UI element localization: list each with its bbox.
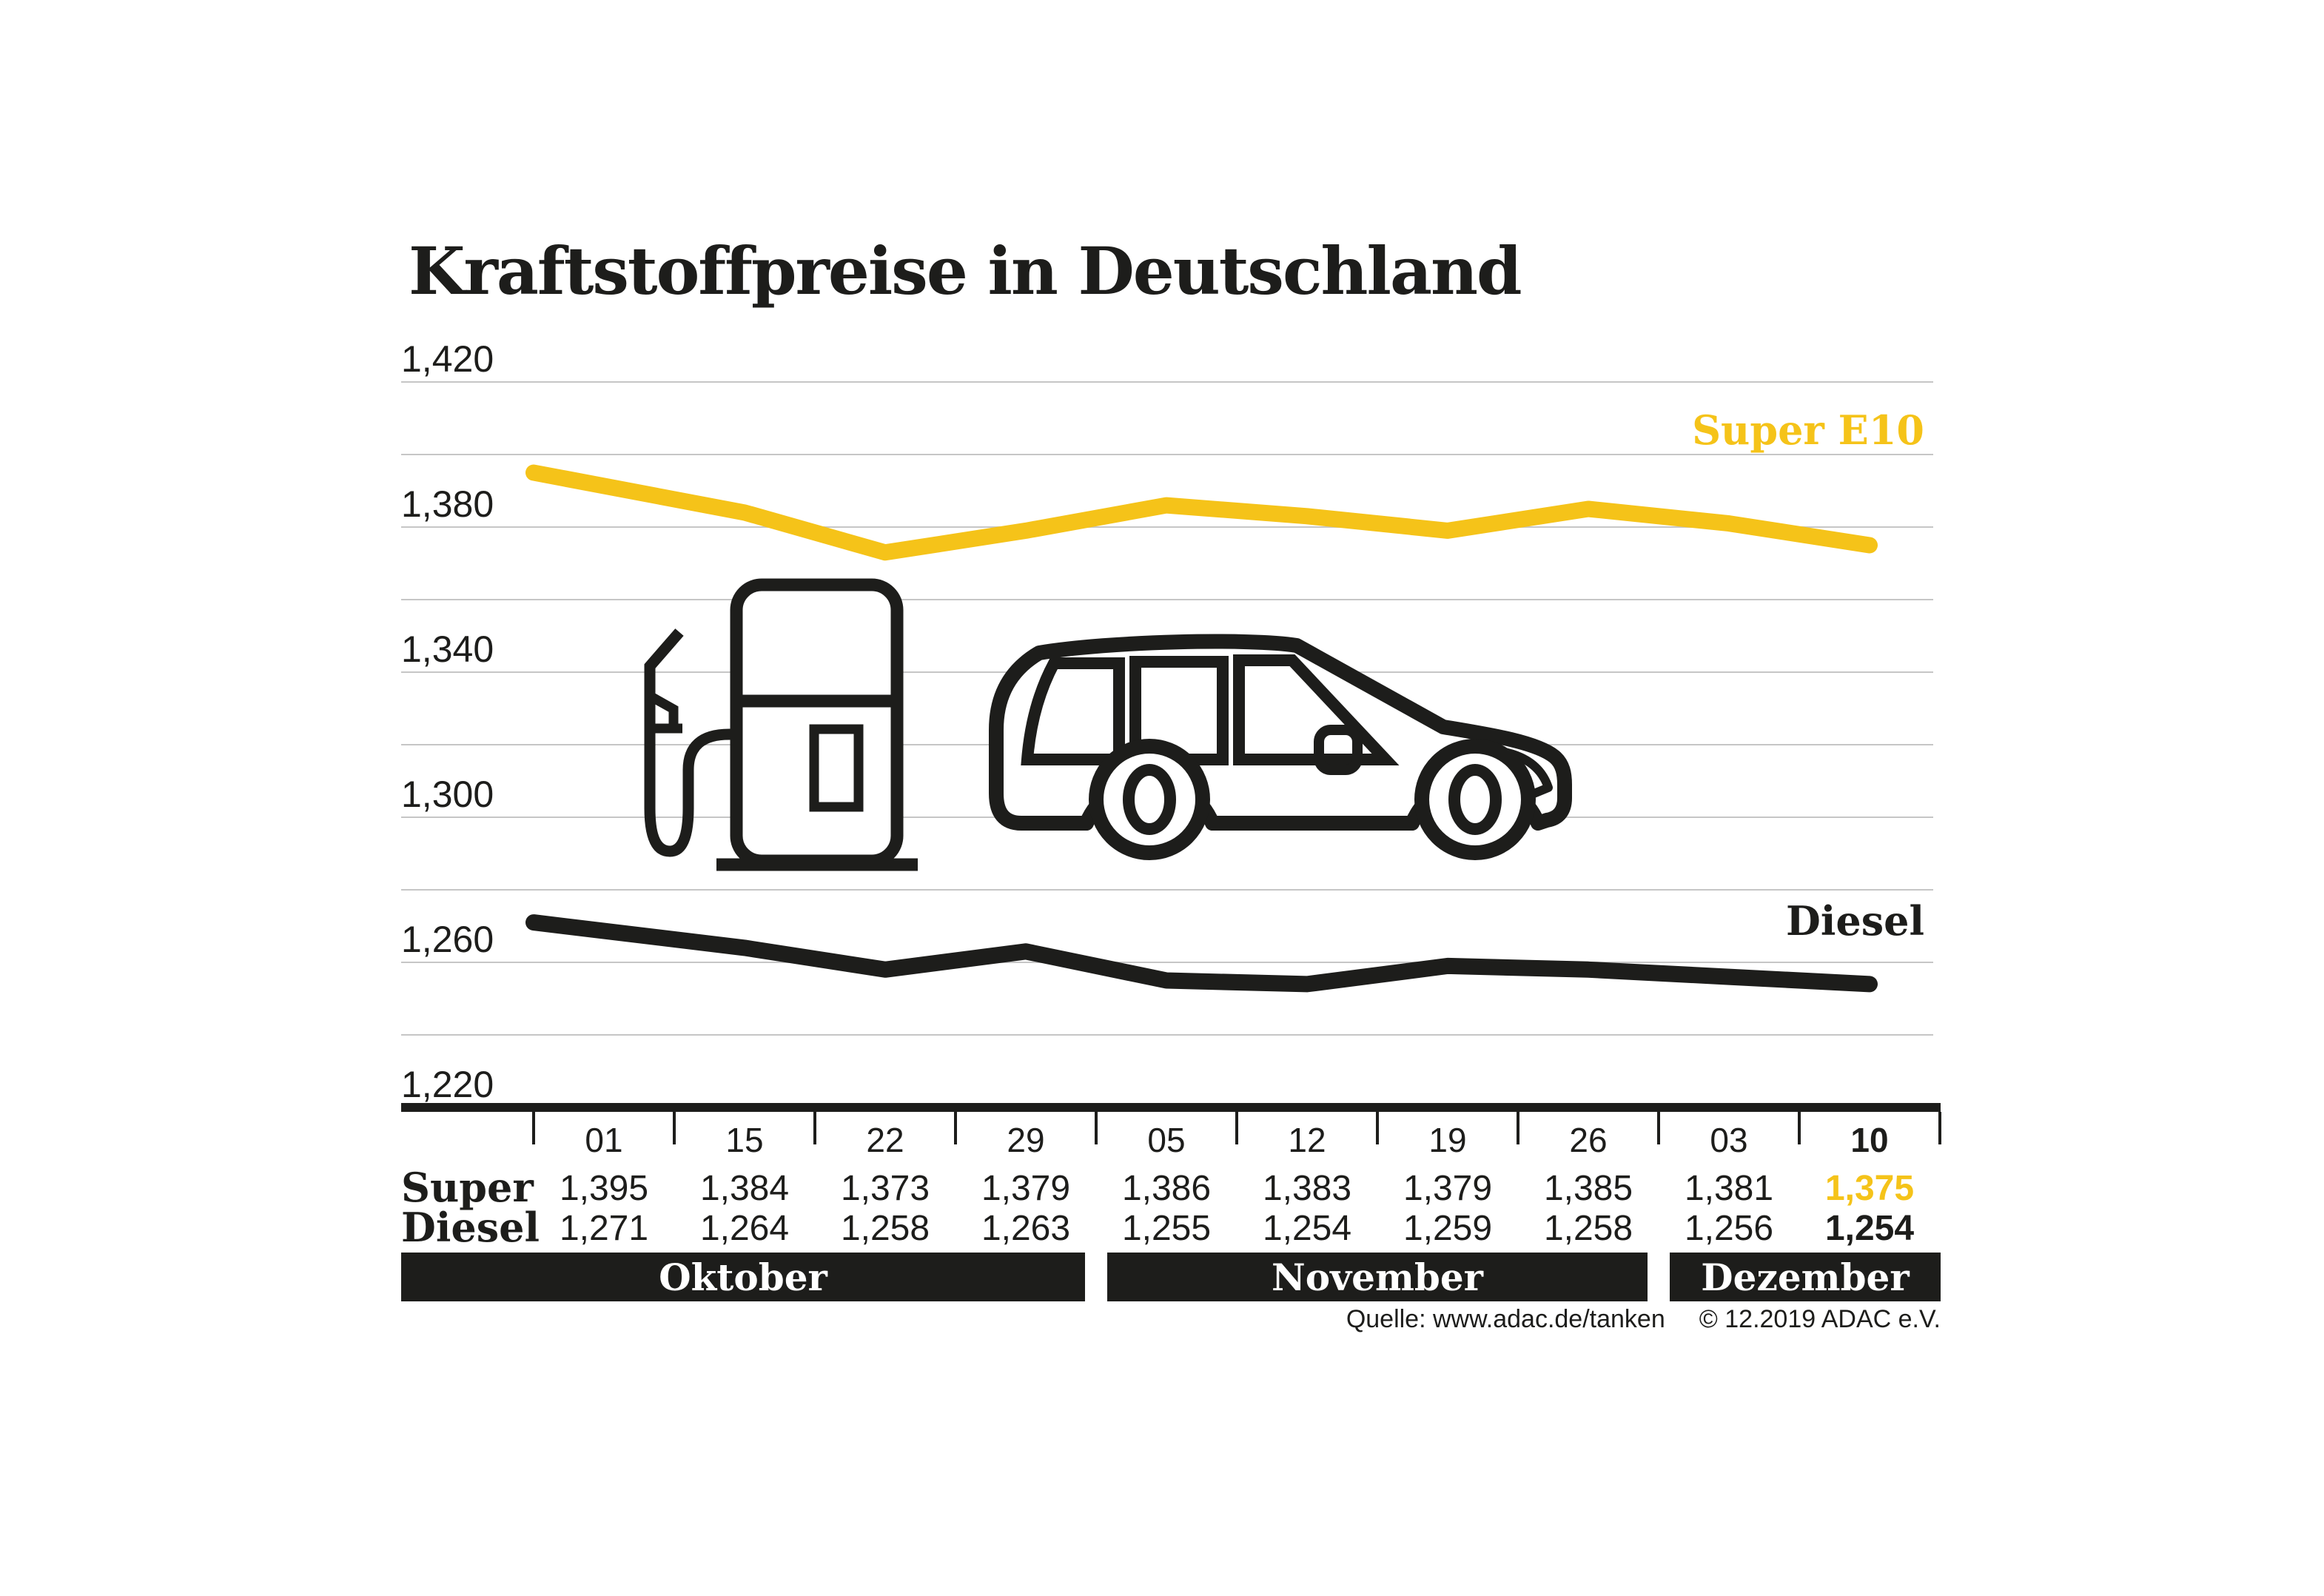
y-axis-labels: 1,420 1,380 1,340 1,300 1,260 1,220 bbox=[401, 338, 494, 1105]
month-band-november: November bbox=[1107, 1253, 1648, 1301]
date-label: 15 bbox=[725, 1121, 764, 1159]
source-copyright: © 12.2019 ADAC e.V. bbox=[1699, 1305, 1941, 1333]
source-note: Quelle: www.adac.de/tanken © 12.2019 ADA… bbox=[1346, 1306, 1941, 1332]
date-label: 03 bbox=[1710, 1121, 1748, 1159]
price-lines bbox=[525, 464, 1878, 993]
super-value: 1,386 bbox=[1121, 1169, 1212, 1208]
super-value: 1,381 bbox=[1684, 1169, 1774, 1208]
diesel-value: 1,264 bbox=[699, 1209, 790, 1248]
super-e10-line bbox=[525, 464, 1878, 561]
row-label-diesel: Diesel bbox=[401, 1204, 540, 1251]
page-title: Kraftstoffpreise in Deutschland bbox=[409, 232, 1522, 309]
y-axis-label: 1,420 bbox=[401, 338, 494, 380]
super-value: 1,385 bbox=[1543, 1169, 1633, 1208]
month-band-label: November bbox=[1272, 1255, 1483, 1299]
date-label: 19 bbox=[1428, 1121, 1467, 1159]
diesel-value: 1,271 bbox=[559, 1209, 649, 1248]
row-label-super: Super bbox=[401, 1164, 534, 1211]
y-axis-label: 1,340 bbox=[401, 628, 494, 670]
date-label: 05 bbox=[1147, 1121, 1186, 1159]
y-axis-label: 1,300 bbox=[401, 774, 494, 815]
x-axis bbox=[401, 1103, 1941, 1144]
source-label: Quelle: www.adac.de/tanken bbox=[1346, 1305, 1665, 1333]
y-axis-label: 1,380 bbox=[401, 483, 494, 525]
super-value: 1,373 bbox=[840, 1169, 930, 1208]
diesel-line bbox=[525, 914, 1878, 993]
diesel-value: 1,255 bbox=[1121, 1209, 1212, 1248]
diesel-value: 1,256 bbox=[1684, 1209, 1774, 1248]
diesel-value: 1,258 bbox=[1543, 1209, 1633, 1248]
super-value: 1,379 bbox=[981, 1169, 1071, 1208]
x-axis-line bbox=[401, 1103, 1941, 1112]
super-value: 1,379 bbox=[1403, 1169, 1493, 1208]
date-label: 10 bbox=[1850, 1121, 1889, 1159]
car-icon bbox=[989, 634, 1572, 860]
legend-super-e10: Super E10 bbox=[1692, 406, 1924, 454]
fuel-pump-icon bbox=[644, 578, 918, 871]
diesel-value: 1,258 bbox=[840, 1209, 930, 1248]
date-label: 12 bbox=[1288, 1121, 1326, 1159]
date-label: 26 bbox=[1569, 1121, 1608, 1159]
month-band-label: Dezember bbox=[1701, 1255, 1910, 1299]
super-value: 1,395 bbox=[559, 1169, 649, 1208]
date-label: 29 bbox=[1007, 1121, 1045, 1159]
date-label: 22 bbox=[866, 1121, 904, 1159]
diesel-value: 1,254 bbox=[1824, 1209, 1915, 1248]
super-value: 1,384 bbox=[699, 1169, 790, 1208]
month-band-dezember: Dezember bbox=[1670, 1253, 1941, 1301]
diesel-value: 1,259 bbox=[1403, 1209, 1493, 1248]
diesel-value: 1,263 bbox=[981, 1209, 1071, 1248]
super-value: 1,375 bbox=[1824, 1169, 1915, 1208]
super-value: 1,383 bbox=[1262, 1169, 1352, 1208]
month-band-label: Oktober bbox=[659, 1255, 827, 1299]
month-band-oktober: Oktober bbox=[401, 1253, 1085, 1301]
diesel-value: 1,254 bbox=[1262, 1209, 1352, 1248]
legend-diesel: Diesel bbox=[1786, 897, 1924, 945]
date-label: 01 bbox=[585, 1121, 623, 1159]
y-axis-label: 1,260 bbox=[401, 919, 494, 960]
y-axis-label: 1,220 bbox=[401, 1064, 494, 1105]
